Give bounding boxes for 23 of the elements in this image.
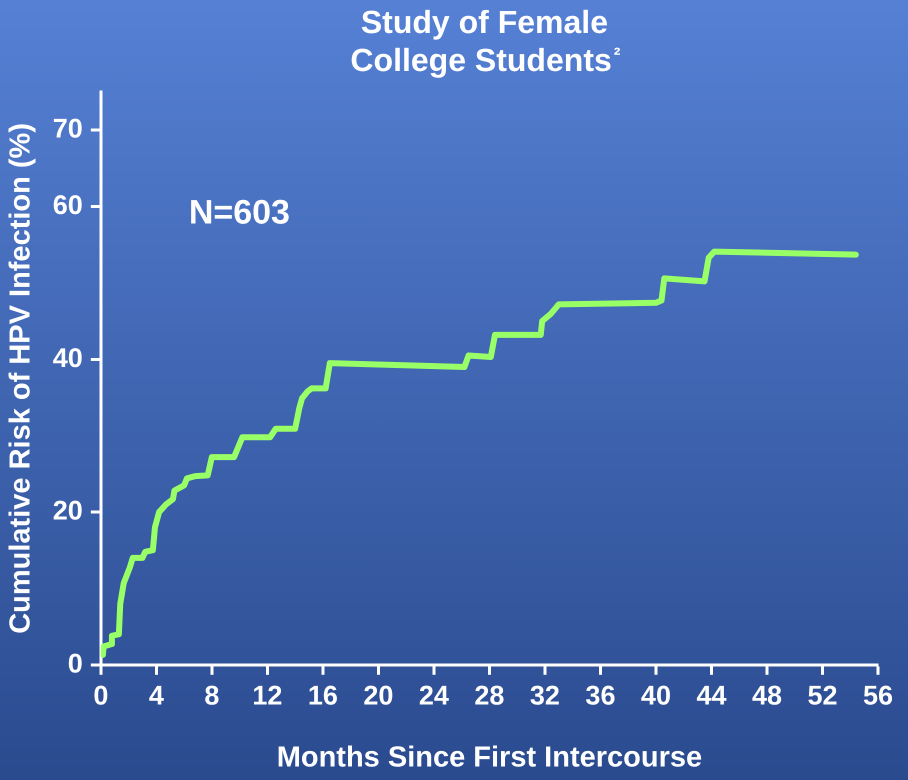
- x-tick-label: 48: [752, 680, 782, 710]
- x-axis-title: Months Since First Intercourse: [276, 742, 702, 774]
- x-tick-label: 56: [862, 680, 894, 710]
- x-tick-label: 36: [585, 680, 616, 710]
- x-tick-label: 44: [696, 680, 726, 710]
- y-tick-label: 40: [52, 342, 83, 373]
- x-tick-label: 20: [363, 680, 394, 710]
- x-tick-label: 32: [530, 680, 560, 710]
- x-tick-label: 0: [93, 680, 108, 710]
- x-tick-label: 8: [204, 680, 220, 710]
- y-tick-label: 20: [52, 496, 83, 526]
- y-tick-label: 70: [52, 114, 83, 144]
- annotation: N=603: [188, 193, 290, 232]
- x-tick-label: 4: [148, 680, 164, 710]
- y-tick-label: 60: [52, 190, 83, 220]
- y-axis-title: Cumulative Risk of HPV Infection (%): [4, 123, 36, 634]
- y-tick-label: 0: [68, 648, 83, 678]
- x-tick-label: 40: [640, 680, 671, 710]
- x-tick-label: 52: [807, 680, 838, 710]
- x-tick-label: 24: [418, 680, 449, 710]
- x-tick-label: 28: [474, 680, 504, 710]
- x-tick-label: 12: [252, 680, 282, 710]
- x-tick-label: 16: [308, 680, 338, 710]
